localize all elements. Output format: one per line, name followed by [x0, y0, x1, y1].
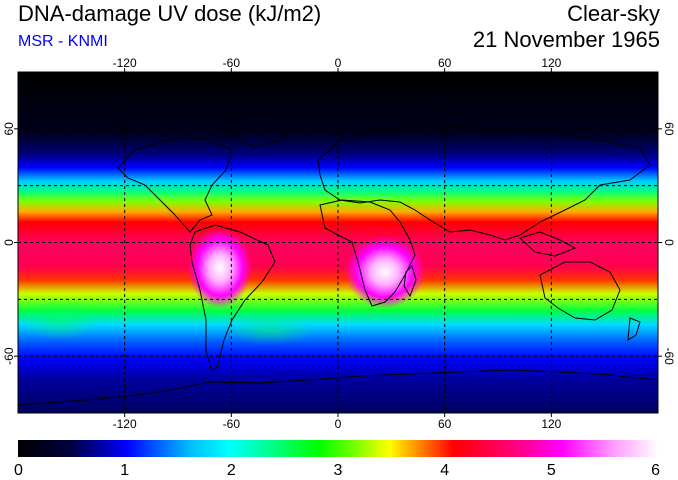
colorbar-tick-label: 1 — [120, 462, 129, 479]
lon-label-top: 60 — [438, 56, 452, 70]
lon-label-top: 0 — [335, 56, 342, 70]
australia-coast — [539, 261, 621, 321]
colorbar-labels: 0 1 2 3 4 5 6 — [14, 462, 660, 479]
maritime-continent-coast — [519, 231, 577, 257]
new-zealand-coast — [627, 317, 641, 341]
lat-label-right: 60 — [662, 122, 676, 136]
sky-condition-label: Clear-sky — [567, 1, 660, 26]
south-america-uv-maximum — [188, 228, 252, 308]
lon-label-bottom: -60 — [223, 417, 241, 431]
longitude-labels: -120 -120 -60 -60 0 0 60 60 120 120 — [113, 56, 562, 431]
pacific-cloud-feature — [20, 300, 100, 340]
lon-label-bottom: 120 — [541, 417, 561, 431]
greenland-coast — [224, 111, 291, 149]
lat-label-right: 0 — [662, 239, 676, 246]
africa-coast — [319, 199, 416, 307]
colorbar-tick-label: 0 — [14, 462, 23, 479]
africa-uv-maximum — [345, 236, 425, 308]
lon-label-top: 120 — [541, 56, 561, 70]
lon-label-bottom: -120 — [113, 417, 137, 431]
coastlines — [18, 111, 658, 406]
colorbar-tick-label: 5 — [547, 462, 556, 479]
atlantic-cloud-feature — [225, 315, 315, 345]
data-source-label: MSR - KNMI — [18, 33, 108, 50]
lon-label-top: -60 — [223, 56, 241, 70]
lon-label-bottom: 60 — [438, 417, 452, 431]
latitude-labels: 60 60 0 0 -60 -60 — [2, 122, 676, 365]
gridlines — [18, 72, 658, 413]
south-america-coast — [189, 224, 276, 374]
colorbar-tick-label: 6 — [651, 462, 660, 479]
lon-label-bottom: 0 — [335, 417, 342, 431]
lon-label-top: -120 — [113, 56, 137, 70]
north-america-coast — [117, 137, 233, 233]
colorbar — [18, 440, 658, 457]
colorbar-tick-label: 3 — [334, 462, 343, 479]
frame-ticks — [14, 68, 662, 417]
lat-label-right: -60 — [662, 347, 676, 365]
date-label: 21 November 1965 — [472, 27, 660, 52]
lat-label-left: 60 — [2, 122, 16, 136]
antarctica-coast — [18, 369, 658, 406]
madagascar-coast — [403, 265, 417, 298]
lat-label-left: 0 — [2, 239, 16, 246]
map-title: DNA-damage UV dose (kJ/m2) — [18, 1, 322, 26]
colorbar-tick-label: 2 — [227, 462, 236, 479]
colorbar-tick-label: 4 — [440, 462, 449, 479]
lat-label-left: -60 — [2, 347, 16, 365]
